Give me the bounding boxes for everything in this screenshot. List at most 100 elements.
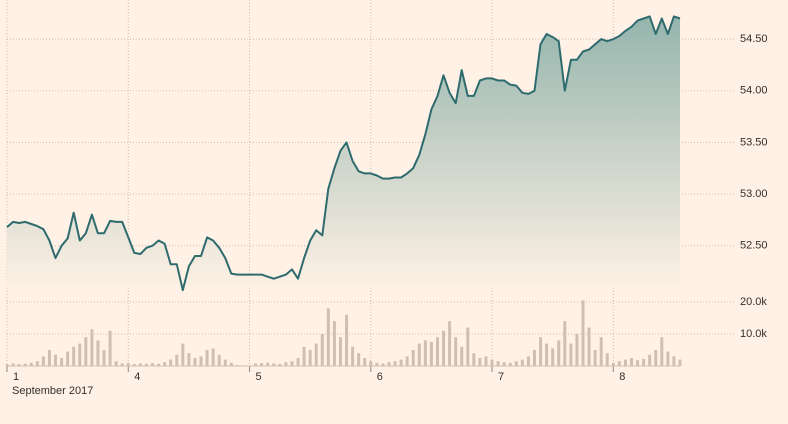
volume-bar — [678, 359, 682, 366]
volume-bar — [302, 346, 306, 366]
volume-bar — [490, 359, 494, 366]
volume-bar — [526, 356, 530, 366]
volume-bar — [381, 363, 385, 366]
volume-bar — [629, 358, 633, 366]
volume-bar — [539, 337, 543, 366]
volume-bar — [266, 362, 270, 366]
volume-bar — [581, 300, 585, 366]
volume-bar — [454, 337, 458, 366]
volume-bar — [460, 346, 464, 366]
x-tick-label: 7 — [498, 371, 504, 383]
volume-bar — [126, 362, 130, 366]
volume-bar — [617, 361, 621, 366]
volume-bar — [557, 340, 561, 366]
volume-bar — [520, 359, 524, 366]
y-tick-label: 10.0k — [740, 328, 767, 340]
volume-bar — [151, 363, 155, 366]
area — [7, 16, 680, 291]
volume-bar — [575, 334, 579, 366]
volume-bar — [138, 363, 142, 366]
volume-bar — [393, 361, 397, 366]
volume-bar — [23, 363, 27, 366]
volume-bar — [448, 321, 452, 366]
volume-bar — [435, 337, 439, 366]
volume-bar — [369, 361, 373, 366]
price-line — [6, 15, 681, 292]
volume-bar — [11, 363, 15, 366]
volume-bar — [35, 361, 39, 366]
volume-bar — [66, 351, 70, 366]
volume-bar — [193, 358, 197, 366]
volume-bar — [229, 362, 233, 366]
volume-bar — [254, 363, 258, 366]
x-tick-label: 6 — [377, 371, 383, 383]
volume-bar — [642, 358, 646, 366]
volume-bar — [326, 308, 330, 366]
volume-bar — [654, 350, 658, 366]
volume-bar — [508, 362, 512, 366]
volume-bar — [611, 362, 615, 366]
y-tick-label: 54.00 — [740, 85, 768, 97]
volume-bar — [636, 360, 640, 366]
volume-bar — [563, 321, 567, 366]
volume-bar — [41, 356, 45, 366]
volume-bar — [308, 350, 312, 366]
volume-bar — [496, 361, 500, 366]
volume-bar — [405, 356, 409, 366]
volume-bar — [532, 350, 536, 366]
volume-bar — [587, 327, 591, 366]
volume-bar — [96, 340, 100, 366]
volume-bar — [357, 353, 361, 366]
y-tick-label: 20.0k — [740, 296, 767, 308]
volume-bar — [199, 356, 203, 366]
x-tick-label: 5 — [256, 371, 262, 383]
volume-bar — [605, 353, 609, 366]
volume-bar — [387, 362, 391, 366]
volume-bar — [157, 363, 161, 366]
volume-bar — [648, 354, 652, 366]
volume-bar — [417, 343, 421, 366]
volume-bar — [163, 362, 167, 366]
volume-bar — [260, 363, 264, 366]
volume-bar — [290, 361, 294, 366]
volume-bar — [54, 354, 58, 366]
volume-bar — [223, 359, 227, 366]
volume-bar — [102, 350, 106, 366]
volume-bar — [593, 350, 597, 366]
volume-bar — [211, 348, 215, 366]
volume-bar — [351, 346, 355, 366]
y-tick-label: 53.50 — [740, 136, 768, 148]
volume-bar — [5, 364, 9, 366]
volume-bar — [60, 358, 64, 366]
volume-bar — [332, 321, 336, 366]
x-tick-label: 8 — [619, 371, 625, 383]
volume-bar — [623, 359, 627, 366]
volume-bar — [545, 343, 549, 366]
volume-bar — [78, 343, 82, 366]
volume-bar — [120, 363, 124, 366]
volume-bar — [363, 358, 367, 366]
volume-bar — [338, 337, 342, 366]
volume-bar — [272, 363, 276, 366]
volume-bar — [423, 340, 427, 366]
volume-bar — [17, 364, 21, 366]
volume-bar — [175, 354, 179, 366]
x-tick-label: 4 — [134, 371, 140, 383]
x-axis-label: September 2017 — [12, 385, 93, 397]
volume-bar — [169, 359, 173, 366]
volume-bar — [399, 359, 403, 366]
x-tick-label: 1 — [13, 371, 19, 383]
volume-bar — [375, 362, 379, 366]
volume-bar — [181, 343, 185, 366]
volume-bar — [278, 363, 282, 366]
volume-bar — [502, 362, 506, 366]
volume-bar — [314, 343, 318, 366]
volume-bar — [666, 351, 670, 366]
volume-bar — [551, 348, 555, 366]
volume-bar — [29, 362, 33, 366]
volume-bar — [114, 361, 118, 366]
y-tick-label: 54.50 — [740, 33, 768, 45]
volume-bar — [569, 343, 573, 366]
volume-bar — [84, 337, 88, 366]
